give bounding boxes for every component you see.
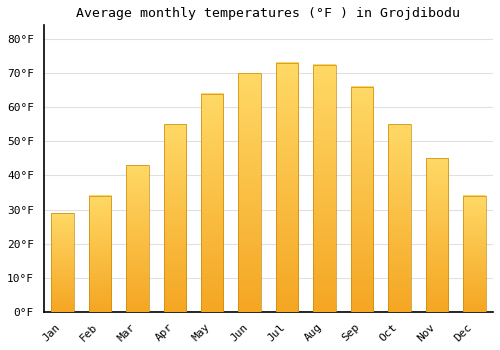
- Bar: [51, 213, 74, 312]
- Title: Average monthly temperatures (°F ) in Grojdibodu: Average monthly temperatures (°F ) in Gr…: [76, 7, 460, 20]
- Bar: [314, 64, 336, 312]
- Bar: [426, 158, 448, 312]
- Bar: [350, 87, 373, 312]
- Bar: [201, 93, 224, 312]
- Bar: [88, 196, 111, 312]
- Bar: [126, 165, 148, 312]
- Bar: [238, 73, 261, 312]
- Bar: [463, 196, 485, 312]
- Bar: [164, 124, 186, 312]
- Bar: [388, 124, 410, 312]
- Bar: [276, 63, 298, 312]
